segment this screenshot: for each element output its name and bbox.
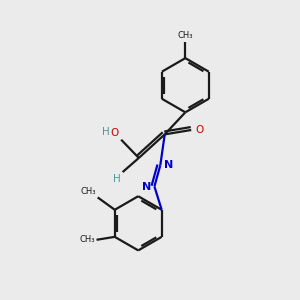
Text: N: N [164,160,173,170]
Text: O: O [110,128,119,138]
Text: CH₃: CH₃ [80,187,96,196]
Text: H: H [102,127,110,137]
Text: CH₃: CH₃ [178,31,193,40]
Text: O: O [195,125,203,135]
Text: CH₃: CH₃ [79,235,95,244]
Text: H: H [112,174,120,184]
Text: N: N [142,182,151,191]
